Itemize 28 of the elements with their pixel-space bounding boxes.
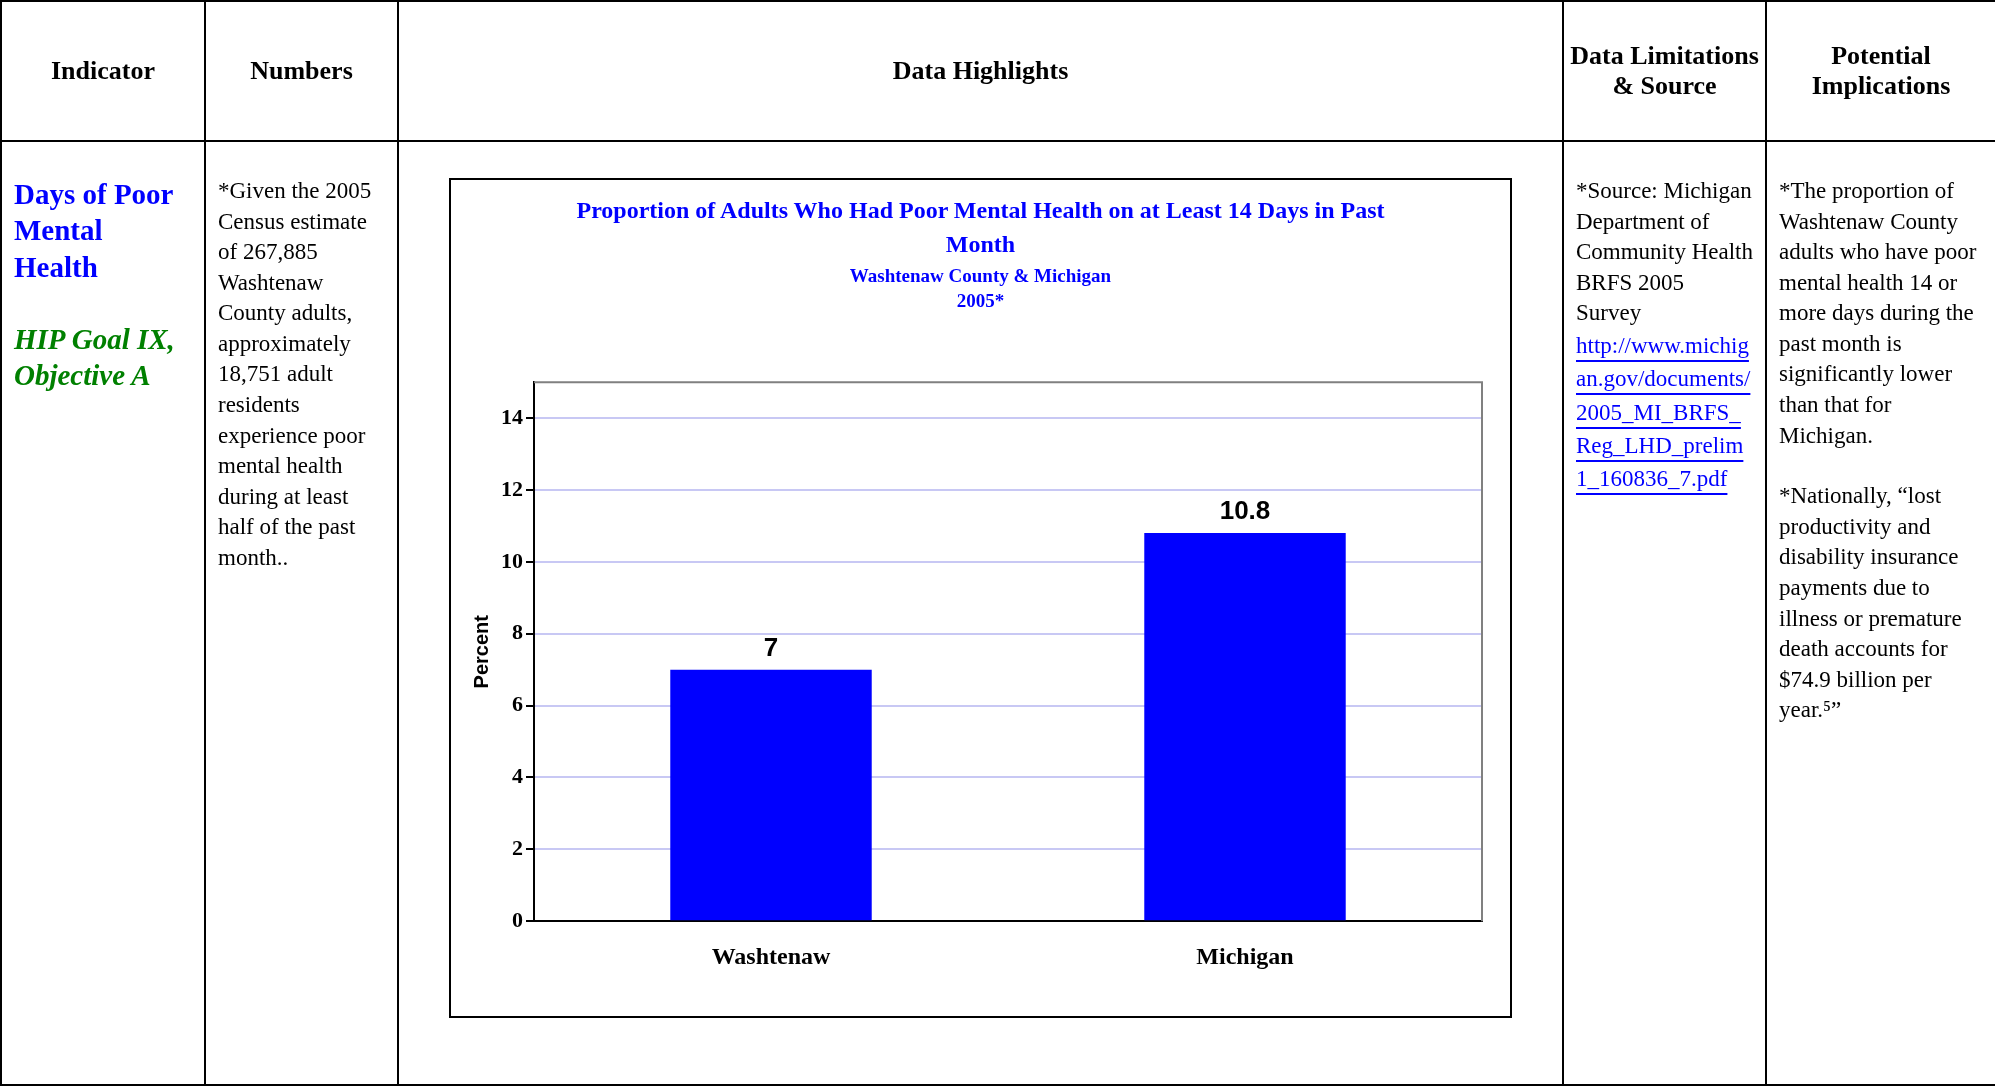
- text: Data Highlights: [892, 56, 1069, 85]
- chart-subtitle: Washtenaw County & Michigan: [848, 264, 1113, 289]
- y-tick-label: 4: [511, 762, 523, 788]
- x-tick-label: Michigan: [1195, 942, 1294, 969]
- text: *Given the 2005 Census estimate of 267,885 Washtenaw County adults, approximately 18,751 adult residents experience poor mental health during at least half of the past month..: [218, 178, 372, 570]
- text: Days of Poor Mental Health: [14, 178, 173, 283]
- chart-title: Proportion of Adults Who Had Poor Mental Health on at Least 14 Days in Past Month: [575, 196, 1386, 259]
- y-tick-label: 14: [500, 403, 523, 429]
- y-tick-label: 2: [511, 834, 523, 860]
- y-tick-label: 8: [511, 619, 523, 645]
- y-tick-label: 10: [500, 547, 523, 573]
- text: Numbers: [250, 56, 353, 85]
- y-tick-label: 0: [511, 906, 523, 932]
- text: *Source: Michigan Department of Community Health BRFS 2005 Survey: [1576, 178, 1753, 326]
- text: HIP Goal IX, Objective A: [14, 322, 175, 391]
- text: *The proportion of Washtenaw County adults who have poor mental health 14 or more days during the past month is significantly lower than that for Michigan.: [1779, 178, 1977, 448]
- y-tick-label: 12: [500, 475, 523, 501]
- y-axis-title: Percent: [469, 614, 492, 689]
- text: Potential Implications: [1811, 41, 1951, 100]
- data-label: 7: [763, 631, 778, 662]
- data-label: 10.8: [1219, 495, 1270, 526]
- text: http://www.michigan.gov/documents/2005_MI_BRFS_Reg_LHD_prelim1_160836_7.pdf: [1576, 332, 1751, 492]
- text: Data Limitations & Source: [1570, 41, 1759, 100]
- text: 2005*: [955, 289, 1006, 314]
- y-tick-label: 6: [511, 691, 523, 717]
- text: *Nationally, “lost productivity and disability insurance payments due to illness or premature death accounts for $74.9 billion per year.⁵”: [1779, 483, 1962, 723]
- x-tick-label: Washtenaw: [711, 942, 831, 969]
- text: Indicator: [51, 56, 155, 85]
